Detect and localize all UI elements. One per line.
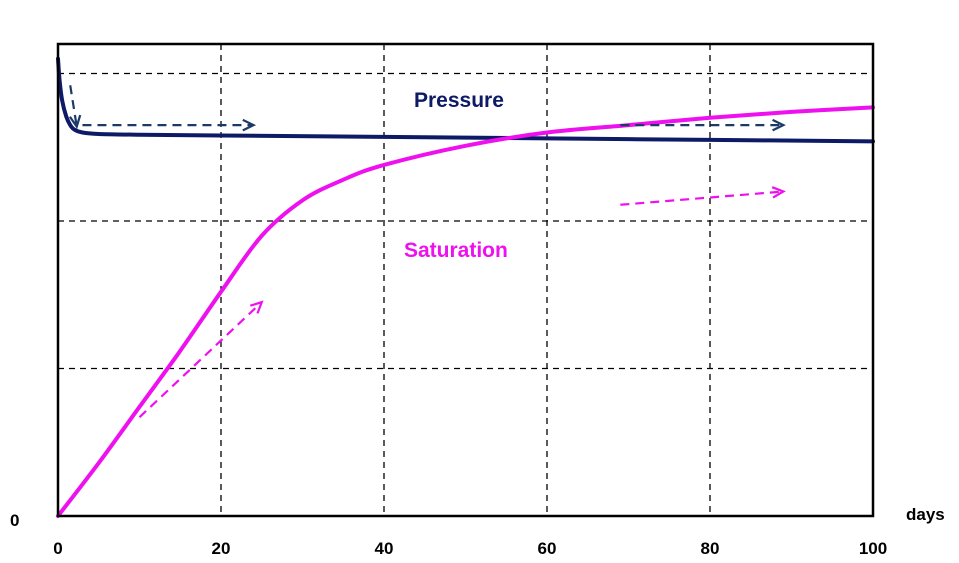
x-tick-label: 20 xyxy=(212,539,231,558)
series-line-pressure xyxy=(56,56,875,144)
series-group xyxy=(56,56,875,518)
arrow-shaft xyxy=(69,85,78,127)
series-label-pressure: Pressure xyxy=(414,89,504,112)
arrow-head-icon xyxy=(249,300,264,314)
x-tick-labels: 0 20 40 60 80 100 xyxy=(53,539,887,558)
arrow-head-icon xyxy=(771,186,786,199)
x-tick-label: 40 xyxy=(375,539,394,558)
annotation-arrow xyxy=(69,85,82,130)
y-origin-label: 0 xyxy=(10,511,19,530)
arrow-shaft xyxy=(138,301,263,418)
annotation-arrows xyxy=(69,85,786,418)
x-axis-label: days xyxy=(906,505,945,524)
x-tick-label: 100 xyxy=(859,539,887,558)
annotation-arrow xyxy=(620,118,786,132)
annotation-arrow xyxy=(82,118,257,132)
x-tick-label: 60 xyxy=(538,539,557,558)
series-line-saturation xyxy=(56,105,875,518)
series-label-saturation: Saturation xyxy=(404,239,508,262)
arrow-head-icon xyxy=(69,114,82,130)
arrow-head-icon xyxy=(772,118,786,132)
x-tick-label: 0 xyxy=(53,539,62,558)
annotation-arrow xyxy=(138,300,264,418)
x-tick-label: 80 xyxy=(701,539,720,558)
plot-frame xyxy=(56,42,875,518)
grid-lines xyxy=(58,44,873,516)
annotation-arrow xyxy=(620,186,786,206)
arrow-head-icon xyxy=(242,118,257,132)
arrow-shaft xyxy=(620,190,784,206)
